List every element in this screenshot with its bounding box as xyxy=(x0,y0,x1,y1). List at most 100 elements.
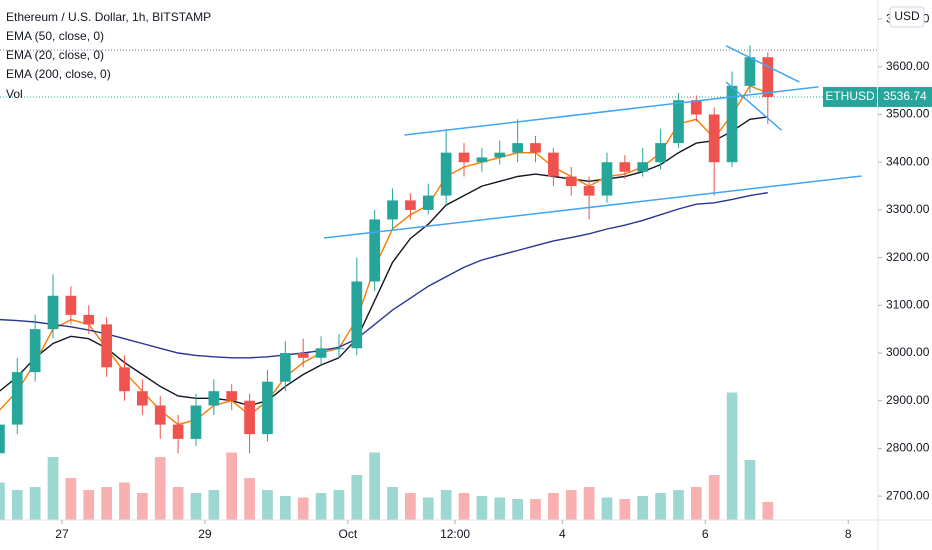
candle-body xyxy=(244,400,255,435)
volume-bar xyxy=(208,490,220,520)
volume-bar xyxy=(476,496,488,520)
currency-label[interactable]: USD xyxy=(894,9,920,23)
volume-bar xyxy=(279,496,291,520)
volume-bar xyxy=(405,493,416,520)
volume-bar xyxy=(154,457,166,520)
trendline xyxy=(404,86,819,136)
legend-entry: EMA (50, close, 0) xyxy=(6,29,104,43)
volume-bar xyxy=(548,493,559,520)
candle-body xyxy=(422,195,434,210)
volume-bar xyxy=(47,457,59,520)
volume-bar xyxy=(226,452,238,520)
candle-body xyxy=(637,162,649,172)
volume-bar xyxy=(726,392,738,520)
y-tick-label: 3500.00 xyxy=(886,107,930,121)
candle-body xyxy=(101,324,112,368)
candle-body xyxy=(190,405,202,439)
candle-body xyxy=(11,372,23,425)
x-tick-label: 8 xyxy=(845,527,852,541)
candle-body xyxy=(673,100,684,144)
candle-body xyxy=(655,143,666,163)
volume-bar xyxy=(512,499,523,520)
legend-entry: Vol xyxy=(6,87,23,101)
legend-entry: EMA (20, close, 0) xyxy=(6,48,104,62)
candle-body xyxy=(458,152,470,163)
volume-bar xyxy=(601,497,613,520)
currency-button-box[interactable] xyxy=(889,6,925,28)
symbol-label: ETHUSD xyxy=(825,89,875,103)
volume-bar xyxy=(172,487,184,520)
candle-body xyxy=(726,85,738,163)
candle-body xyxy=(565,176,577,187)
legend-entry: EMA (200, close, 0) xyxy=(6,67,111,81)
volume-bar xyxy=(65,478,77,520)
candle-body xyxy=(137,391,148,406)
volume-bar xyxy=(762,502,774,520)
y-tick-label: 3100.00 xyxy=(886,297,930,311)
volume-bar xyxy=(11,490,23,520)
candle-body xyxy=(369,219,381,282)
volume-bar xyxy=(673,490,684,520)
x-tick-label: Oct xyxy=(339,527,358,541)
candle-body xyxy=(744,57,756,86)
y-tick-label: 3600.00 xyxy=(886,59,930,73)
candle-body xyxy=(762,57,774,97)
candle-body xyxy=(279,353,291,382)
candle-body xyxy=(208,391,220,406)
candle-body xyxy=(494,152,506,158)
volume-bar xyxy=(101,487,112,520)
axes: 2700.00 2800.00 2900.00 3000.00 3100.00 3200.… xyxy=(55,11,932,541)
candle-body xyxy=(226,391,238,401)
volume-bar xyxy=(655,493,666,520)
volume-bar xyxy=(422,497,434,520)
volume-bar xyxy=(119,482,130,520)
x-tick-label: 4 xyxy=(559,527,566,541)
x-tick-label: 27 xyxy=(55,527,69,541)
candle-body xyxy=(476,157,488,163)
legend: Ethereum / U.S. Dollar, 1h, BITSTAMP EMA… xyxy=(6,10,211,101)
x-tick-label: 12:00 xyxy=(440,527,470,541)
volume-bar xyxy=(244,478,255,520)
candle-body xyxy=(440,152,452,196)
candle-body xyxy=(29,329,41,373)
y-tick-label: 2800.00 xyxy=(886,441,930,455)
volume-bar xyxy=(619,499,631,520)
volume-bar xyxy=(690,487,702,520)
trendline xyxy=(725,45,800,83)
candle-body xyxy=(333,348,345,350)
last-price-label: 3536.74 xyxy=(883,89,927,103)
price-badge xyxy=(878,86,932,107)
candle-body xyxy=(548,152,559,177)
volume-bar xyxy=(583,487,595,520)
ema-line xyxy=(0,192,768,359)
candle-body xyxy=(530,143,541,153)
candle-body xyxy=(512,143,523,153)
volume-bar xyxy=(351,475,363,520)
volume-bar xyxy=(708,475,720,520)
candle-body xyxy=(601,162,613,196)
volume-bar xyxy=(0,482,5,520)
candle-body xyxy=(154,405,166,425)
trendline xyxy=(323,175,862,239)
candle-body xyxy=(405,200,416,210)
y-tick-label: 3000.00 xyxy=(886,345,930,359)
volume-bar xyxy=(387,487,398,520)
y-tick-label: 3200.00 xyxy=(886,250,930,264)
volume-bar xyxy=(190,493,202,520)
volume-bar xyxy=(440,490,452,520)
ema-line xyxy=(0,116,768,407)
candle-body xyxy=(83,314,95,325)
candle-body xyxy=(47,295,59,330)
candle-body xyxy=(583,186,595,196)
trendline xyxy=(725,81,782,131)
candle-body xyxy=(351,281,363,349)
volume-bar xyxy=(83,490,95,520)
volume-bar xyxy=(297,497,309,520)
volume-bar xyxy=(494,497,506,520)
volume-bar xyxy=(29,487,41,520)
plot-area xyxy=(0,45,878,520)
chart-title: Ethereum / U.S. Dollar, 1h, BITSTAMP xyxy=(6,10,211,24)
currency-button[interactable]: USD xyxy=(889,6,925,28)
